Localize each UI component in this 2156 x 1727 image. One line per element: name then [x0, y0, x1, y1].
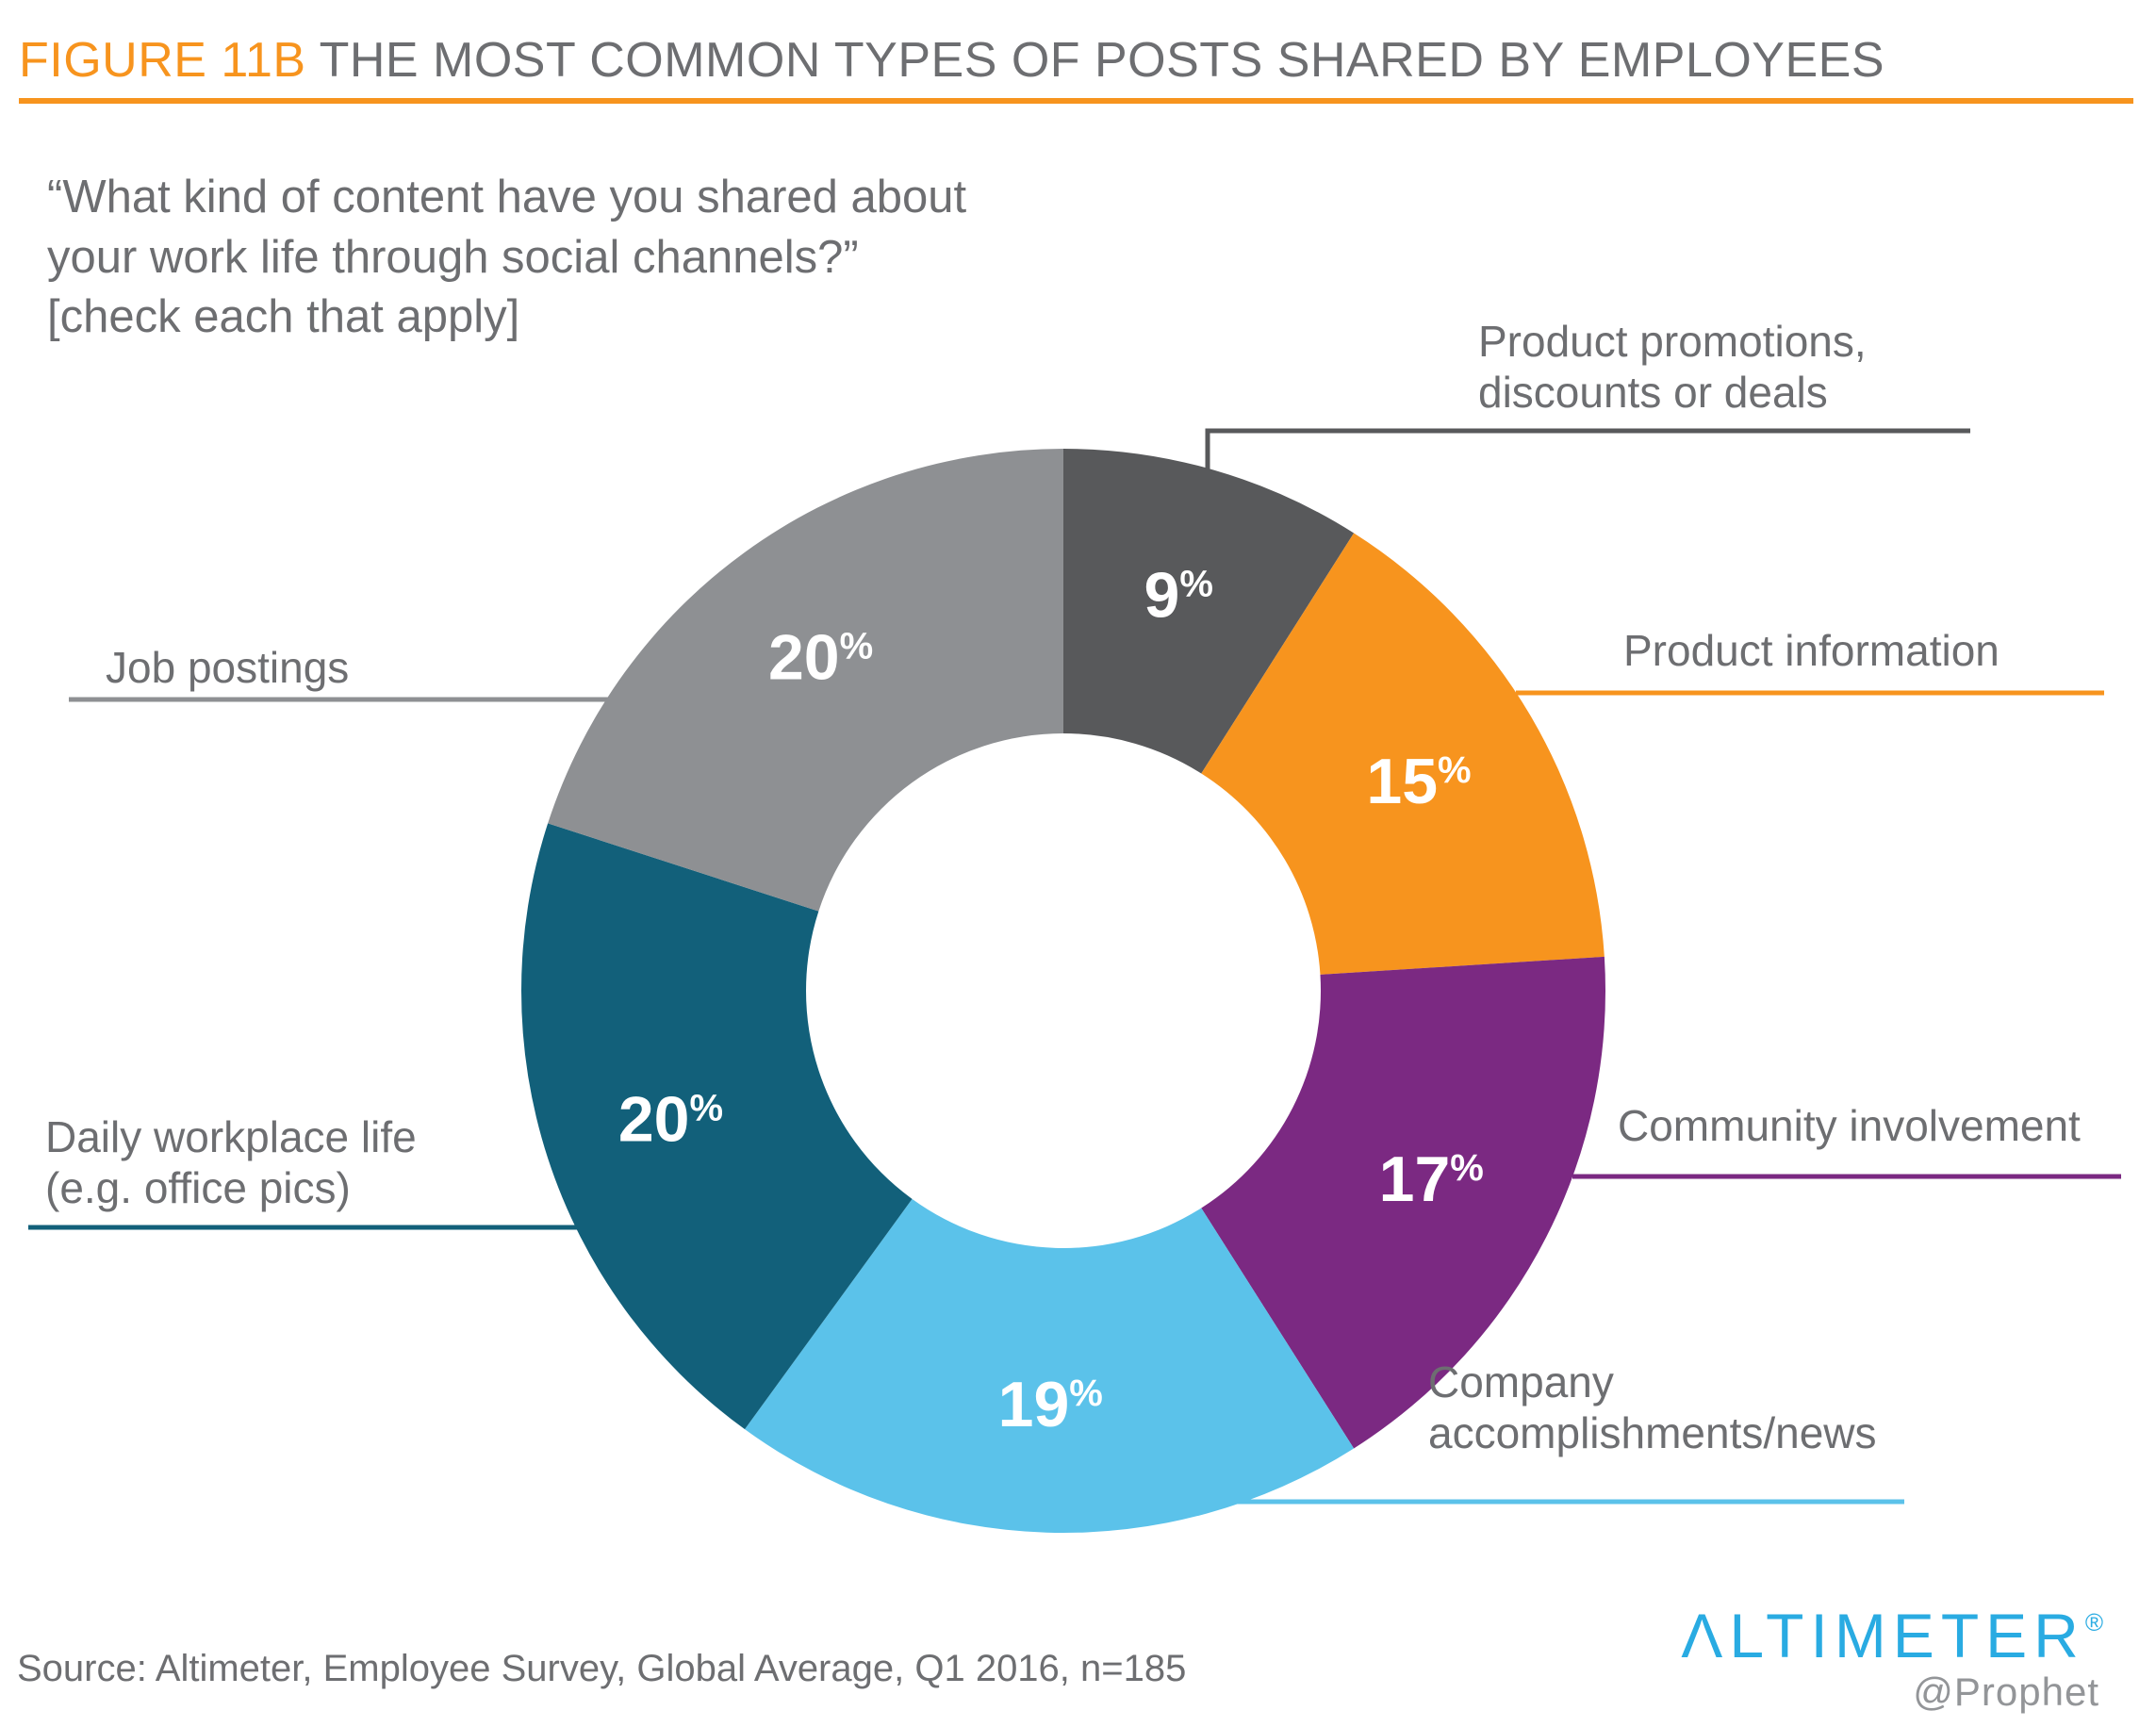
- callout-job-postings: Job postings: [106, 643, 349, 694]
- figure-title-text: THE MOST COMMON TYPES OF POSTS SHARED BY…: [319, 33, 1885, 88]
- pie-slice-5: [548, 449, 1063, 912]
- callout-daily-workplace-line1: Daily workplace life: [45, 1112, 417, 1161]
- callout-company-accomplishments-line1: Company: [1428, 1357, 1614, 1406]
- leader-company-accomplishments: [1215, 1463, 1904, 1505]
- pie-slice-0: [1063, 449, 1355, 774]
- callout-product-promotions-line2: discounts or deals: [1478, 367, 1828, 417]
- pie-slice-value-4: 20%: [618, 1083, 723, 1155]
- callout-product-promotions-line1: Product promotions,: [1478, 317, 1867, 366]
- callout-product-information: Product information: [1623, 626, 2000, 677]
- altimeter-logo-text: ΛLTIMETER: [1681, 1601, 2085, 1670]
- pie-slice-2: [1201, 956, 1605, 1449]
- page-title: FIGURE 11B THE MOST COMMON TYPES OF POST…: [19, 32, 1884, 89]
- survey-question-line1: “What kind of content have you shared ab…: [47, 172, 967, 222]
- callout-community-involvement: Community involvement: [1618, 1101, 2081, 1152]
- pie-slice-value-1: 15%: [1366, 746, 1471, 817]
- source-note: Source: Altimeter, Employee Survey, Glob…: [17, 1648, 1187, 1689]
- header-divider: [19, 98, 2133, 104]
- pie-slice-1: [1201, 533, 1605, 975]
- callout-daily-workplace: Daily workplace life (e.g. office pics): [45, 1112, 417, 1214]
- callout-daily-workplace-line2: (e.g. office pics): [45, 1162, 351, 1212]
- callout-product-promotions: Product promotions, discounts or deals: [1478, 317, 1867, 419]
- pie-slice-value-5: 20%: [768, 622, 873, 694]
- survey-question-line2: your work life through social channels?”: [47, 231, 859, 283]
- registered-trademark-icon: ®: [2084, 1608, 2103, 1637]
- brand-logo: ΛLTIMETER® @Prophet: [1681, 1604, 2103, 1712]
- prophet-logo-text: @Prophet: [1913, 1669, 2099, 1714]
- pie-slice-value-0: 9%: [1144, 559, 1212, 631]
- pie-slice-value-3: 19%: [998, 1369, 1103, 1440]
- survey-question-line3: [check each that apply]: [47, 291, 520, 343]
- callout-company-accomplishments-line2: accomplishments/news: [1428, 1407, 1877, 1457]
- callout-product-information-line1: Product information: [1623, 626, 2000, 675]
- callout-company-accomplishments: Company accomplishments/news: [1428, 1357, 1877, 1459]
- pie-slice-4: [521, 823, 913, 1430]
- figure-number: FIGURE 11B: [19, 33, 306, 88]
- callout-community-involvement-line1: Community involvement: [1618, 1101, 2081, 1150]
- leader-product-promotions: [1205, 428, 1970, 470]
- pie-slice-value-2: 17%: [1379, 1143, 1484, 1215]
- callout-job-postings-line1: Job postings: [106, 643, 350, 692]
- survey-question: “What kind of content have you shared ab…: [47, 168, 966, 348]
- pie-slice-3: [745, 1198, 1355, 1533]
